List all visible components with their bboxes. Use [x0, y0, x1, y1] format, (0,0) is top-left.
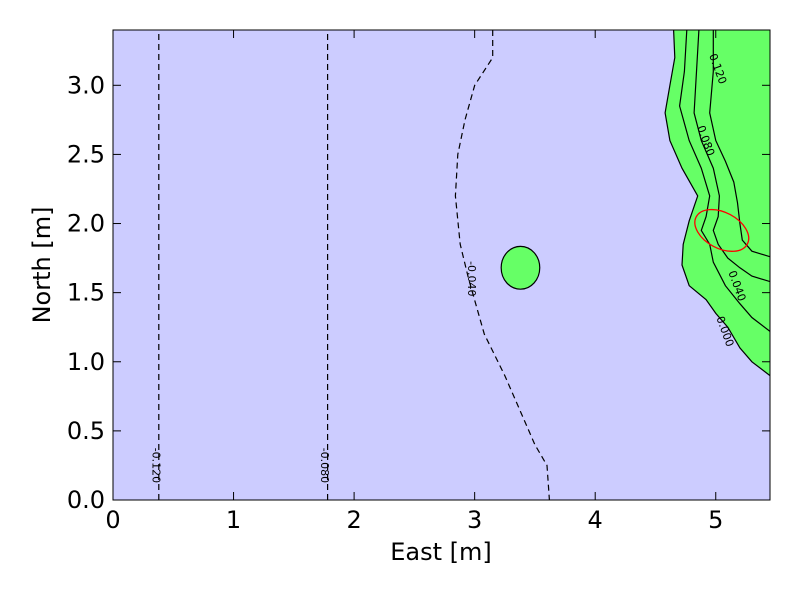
contour-label-text: -0.080	[318, 448, 331, 483]
x-tick-label: 4	[588, 506, 603, 534]
x-tick-label: 2	[346, 506, 361, 534]
contour-label-text: -0.040	[465, 261, 478, 296]
x-axis-title: East [m]	[390, 538, 492, 566]
y-tick-label: 0.0	[67, 486, 105, 514]
x-tick-label: 1	[226, 506, 241, 534]
y-tick-label: 2.5	[67, 140, 105, 168]
contour-lines	[158, 30, 770, 500]
contour-label-text: -0.120	[149, 448, 162, 483]
y-tick-label: 3.0	[67, 71, 105, 99]
contour-label--0.040: -0.040	[465, 261, 478, 296]
contour-line--0.040	[454, 30, 550, 500]
contour-line-0.120	[709, 30, 770, 258]
axis-ticks: 0 1 2 3 4 5 0.0 0.5 1.0 1.5 2.0 2.5 3.0	[67, 30, 770, 534]
contour-line-0.080	[693, 30, 770, 283]
y-tick-label: 1.0	[67, 348, 105, 376]
y-axis-title: North [m]	[28, 207, 56, 324]
positive-blob-0	[500, 245, 541, 290]
x-tick-label: 0	[105, 506, 120, 534]
contour-label--0.120: -0.120	[149, 448, 162, 483]
marker-ellipse	[694, 208, 750, 252]
y-tick-label: 1.5	[67, 279, 105, 307]
plot-background	[113, 30, 770, 500]
contour-fills	[665, 30, 770, 376]
x-tick-label: 3	[467, 506, 482, 534]
contour-line-0.040	[678, 30, 770, 332]
y-tick-label: 2.0	[67, 210, 105, 238]
x-tick-label: 5	[708, 506, 723, 534]
positive-region-fill	[665, 30, 770, 376]
plot-frame	[112, 29, 771, 501]
contour-line-0.000	[664, 30, 770, 377]
y-tick-label: 0.5	[67, 417, 105, 445]
contour-label--0.080: -0.080	[318, 448, 331, 483]
